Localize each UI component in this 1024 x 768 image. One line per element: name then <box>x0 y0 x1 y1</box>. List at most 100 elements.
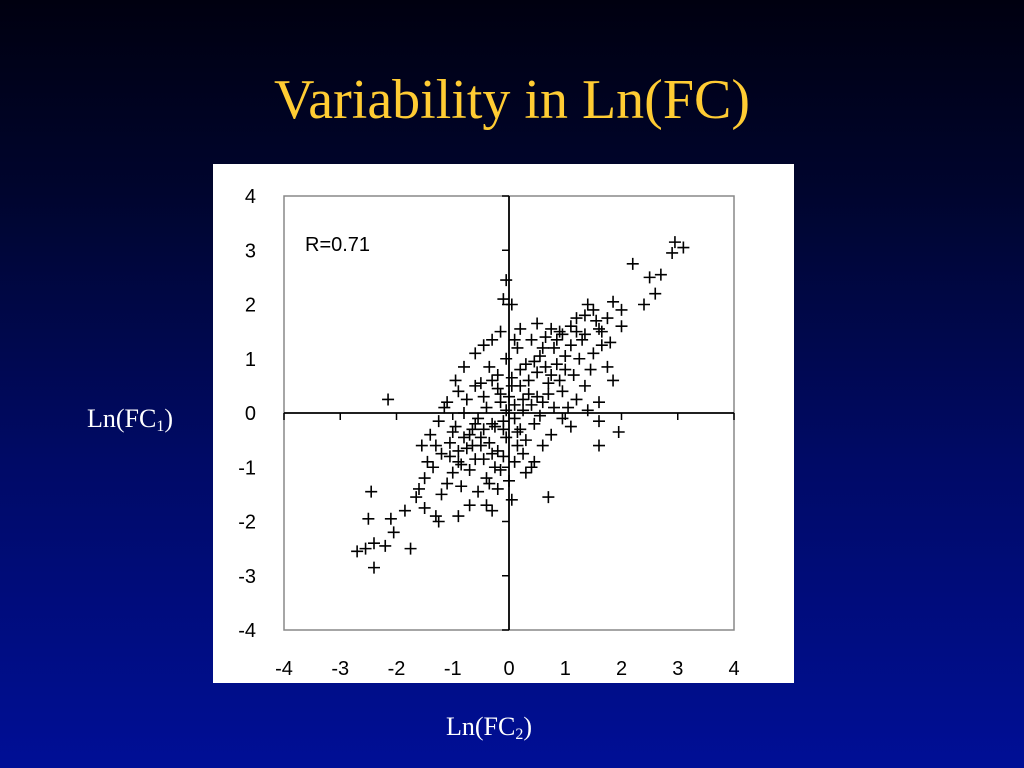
scatter-point <box>508 333 521 346</box>
x-tick-label: -1 <box>444 658 462 680</box>
scatter-point <box>472 485 485 498</box>
scatter-point <box>469 347 482 360</box>
scatter-point <box>466 439 479 452</box>
correlation-annotation: R=0.71 <box>305 234 370 256</box>
scatter-point <box>494 325 507 338</box>
scatter-point <box>438 401 451 414</box>
scatter-point <box>542 377 555 390</box>
scatter-point <box>463 499 476 512</box>
scatter-point <box>443 436 456 449</box>
scatter-point <box>517 447 530 460</box>
scatter-point <box>477 423 490 436</box>
scatter-point <box>677 241 690 254</box>
scatter-point <box>514 322 527 335</box>
x-tick-label: -4 <box>275 658 293 680</box>
scatter-point <box>480 499 493 512</box>
scatter-point <box>528 355 541 368</box>
scatter-point <box>486 374 499 387</box>
y-tick-label: -4 <box>238 620 256 642</box>
scatter-point <box>562 401 575 414</box>
scatter-point <box>556 412 569 425</box>
scatter-point <box>463 463 476 476</box>
scatter-point <box>545 369 558 382</box>
scatter-point <box>649 287 662 300</box>
scatter-point <box>505 493 518 506</box>
scatter-point <box>368 537 380 550</box>
x-axis-caption: Ln(FC2) <box>446 712 533 743</box>
scatter-point <box>607 295 620 308</box>
scatter-point <box>435 488 448 501</box>
scatter-point <box>550 333 563 346</box>
scatter-point <box>607 374 620 387</box>
scatter-point <box>500 404 513 417</box>
scatter-point <box>638 298 650 311</box>
scatter-point <box>548 401 560 414</box>
x-caption-close: ) <box>523 712 533 741</box>
scatter-point <box>446 466 459 479</box>
scatter-point <box>542 388 555 401</box>
scatter-point <box>497 415 510 428</box>
scatter-point <box>578 309 591 322</box>
scatter-point <box>553 374 566 387</box>
scatter-point <box>668 236 681 249</box>
scatter-point <box>424 428 437 441</box>
scatter-point <box>545 322 558 335</box>
scatter-point <box>351 545 364 558</box>
scatter-point <box>446 425 459 438</box>
scatter-point <box>556 385 569 398</box>
y-tick-label: 4 <box>245 186 256 208</box>
scatter-point <box>497 293 510 306</box>
scatter-point <box>533 350 546 363</box>
y-tick-labels: -4 -3 -2 -1 0 1 2 3 4 <box>238 186 256 642</box>
scatter-point <box>528 455 541 468</box>
scatter-point <box>500 431 513 444</box>
scatter-point <box>483 360 496 373</box>
y-tick-label: -3 <box>238 566 256 588</box>
scatter-point <box>443 450 456 463</box>
scatter-point <box>590 314 603 327</box>
scatter-point <box>536 396 549 409</box>
scatter-point <box>460 442 473 455</box>
scatter-point <box>525 461 538 474</box>
scatter-point <box>531 366 544 379</box>
scatter-point <box>564 420 577 433</box>
scatter-point <box>452 455 465 468</box>
scatter-point <box>477 390 490 403</box>
scatter-point <box>432 515 445 528</box>
scatter-point <box>545 428 558 441</box>
scatter-point <box>441 477 454 490</box>
scatter-point <box>519 434 532 447</box>
scatter-point <box>404 542 417 555</box>
scatter-point <box>500 352 513 365</box>
scatter-point <box>494 388 507 401</box>
scatter-point <box>455 458 468 471</box>
scatter-point <box>418 501 431 514</box>
scatter-point <box>398 504 411 517</box>
scatter-point <box>463 428 476 441</box>
scatter-point <box>421 455 434 468</box>
scatter-point <box>581 298 594 311</box>
scatter-point <box>615 303 628 316</box>
scatter-point <box>536 341 549 354</box>
scatter-point <box>413 482 425 495</box>
scatter-point <box>581 404 594 417</box>
scatter-point <box>556 328 569 341</box>
scatter-point <box>593 322 605 335</box>
scatter-point <box>508 398 521 411</box>
scatter-point <box>415 439 428 452</box>
scatter-point <box>452 444 465 457</box>
scatter-point <box>474 377 487 390</box>
scatter-point <box>429 439 442 452</box>
scatter-point <box>491 382 504 395</box>
scatter-point <box>643 271 656 284</box>
scatter-point <box>539 360 552 373</box>
scatter-point <box>511 439 524 452</box>
scatter-point <box>491 369 504 382</box>
scatter-point <box>362 512 375 525</box>
scatter-point <box>500 274 513 287</box>
scatter-point <box>486 333 499 346</box>
scatter-point <box>429 510 442 523</box>
y-tick-label: 1 <box>245 349 256 371</box>
x-tick-label: 2 <box>616 658 627 680</box>
scatter-point <box>626 257 639 270</box>
